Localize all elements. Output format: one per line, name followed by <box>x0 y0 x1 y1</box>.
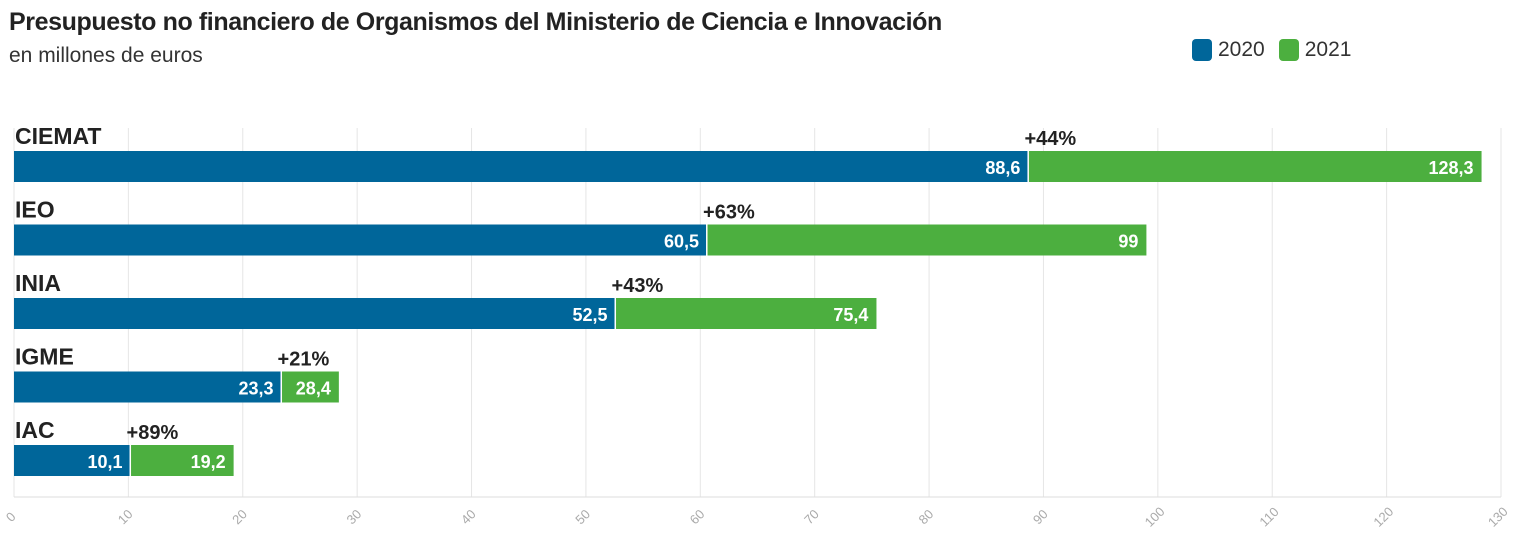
bar-2020 <box>14 445 130 476</box>
change-annotation: +21% <box>278 349 330 371</box>
chart-title: Presupuesto no financiero de Organismos … <box>9 8 942 36</box>
value-label-2021: 75,4 <box>833 305 868 325</box>
value-label-2020: 88,6 <box>985 158 1020 178</box>
value-label-2021: 128,3 <box>1429 158 1474 178</box>
x-tick-label: 120 <box>1370 504 1396 530</box>
bar-2020 <box>14 298 615 329</box>
legend-label-2020: 2020 <box>1218 38 1265 61</box>
value-label-2021: 99 <box>1118 232 1138 252</box>
legend-label-2021: 2021 <box>1304 38 1352 61</box>
x-tick-label: 0 <box>3 509 19 525</box>
value-label-2020: 23,3 <box>238 379 273 399</box>
value-label-2020: 60,5 <box>664 232 699 252</box>
change-annotation: +43% <box>612 275 664 297</box>
bar-2021 <box>707 224 1147 256</box>
bar-2020 <box>14 151 1028 182</box>
x-tick-label: 80 <box>915 506 936 527</box>
x-tick-label: 20 <box>229 506 250 527</box>
bar-2020 <box>14 224 707 256</box>
legend: 2020 2021 <box>1192 38 1365 62</box>
change-annotation: +44% <box>1024 128 1076 150</box>
value-label-2020: 52,5 <box>572 305 607 325</box>
category-label: IEO <box>15 197 55 223</box>
chart-subtitle: en millones de euros <box>9 44 203 67</box>
bar-2021 <box>282 371 339 403</box>
x-tick-label: 100 <box>1142 504 1168 530</box>
bar-2020 <box>14 371 281 403</box>
x-tick-label: 40 <box>458 506 479 527</box>
value-label-2021: 28,4 <box>296 379 331 399</box>
x-tick-label: 30 <box>344 506 365 527</box>
value-label-2020: 10,1 <box>87 452 122 472</box>
x-tick-label: 130 <box>1485 504 1511 530</box>
x-tick-label: 110 <box>1256 504 1281 529</box>
category-label: IGME <box>15 344 74 370</box>
change-annotation: +63% <box>703 202 755 224</box>
x-tick-label: 50 <box>572 506 593 527</box>
category-label: IAC <box>15 417 55 443</box>
change-annotation: +89% <box>127 422 179 444</box>
bar-2021 <box>131 445 234 476</box>
legend-item-2020[interactable]: 2020 <box>1192 38 1265 62</box>
x-tick-label: 90 <box>1030 506 1051 527</box>
category-label: CIEMAT <box>15 123 101 149</box>
x-tick-label: 70 <box>801 506 822 527</box>
value-label-2021: 19,2 <box>191 452 226 472</box>
x-tick-label: 60 <box>687 506 708 527</box>
legend-swatch-2020 <box>1192 39 1212 61</box>
category-label: INIA <box>15 270 61 296</box>
bar-2021 <box>1028 151 1482 182</box>
bar-2021 <box>616 298 877 329</box>
legend-swatch-2021 <box>1278 39 1299 61</box>
legend-item-2021[interactable]: 2021 <box>1278 38 1352 62</box>
x-tick-label: 10 <box>115 506 136 527</box>
